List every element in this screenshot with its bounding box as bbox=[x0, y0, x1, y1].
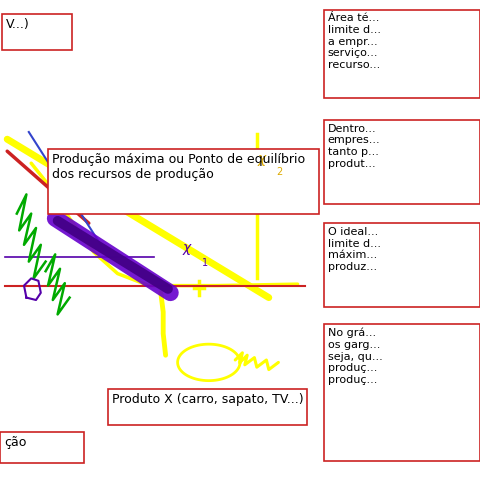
FancyBboxPatch shape bbox=[108, 389, 307, 425]
Text: 1: 1 bbox=[202, 258, 208, 268]
FancyBboxPatch shape bbox=[48, 149, 319, 214]
Text: V...): V...) bbox=[6, 18, 30, 31]
FancyBboxPatch shape bbox=[324, 120, 480, 204]
FancyBboxPatch shape bbox=[324, 324, 480, 461]
Text: Dentro...
empres...
tanto p...
produt...: Dentro... empres... tanto p... produt... bbox=[328, 124, 381, 168]
Text: No grá...
os garg...
seja, qu...
produç...
produç...: No grá... os garg... seja, qu... produç.… bbox=[328, 328, 383, 385]
Text: $\chi$: $\chi$ bbox=[182, 242, 193, 257]
Text: Área té...
limite d...
a empr...
serviço...
recurso...: Área té... limite d... a empr... serviço… bbox=[328, 13, 381, 70]
FancyBboxPatch shape bbox=[324, 10, 480, 98]
Text: Produção máxima ou Ponto de equilíbrio
dos recursos de produção: Produção máxima ou Ponto de equilíbrio d… bbox=[52, 153, 305, 180]
FancyBboxPatch shape bbox=[2, 14, 72, 50]
Text: Produto X (carro, sapato, TV...): Produto X (carro, sapato, TV...) bbox=[112, 393, 303, 406]
Text: O ideal...
limite d...
máxim...
produz...: O ideal... limite d... máxim... produz..… bbox=[328, 227, 381, 272]
FancyBboxPatch shape bbox=[0, 432, 84, 463]
Text: ção: ção bbox=[4, 436, 26, 449]
FancyBboxPatch shape bbox=[324, 223, 480, 307]
Text: $\chi$: $\chi$ bbox=[257, 153, 268, 168]
Text: 2: 2 bbox=[276, 167, 282, 177]
